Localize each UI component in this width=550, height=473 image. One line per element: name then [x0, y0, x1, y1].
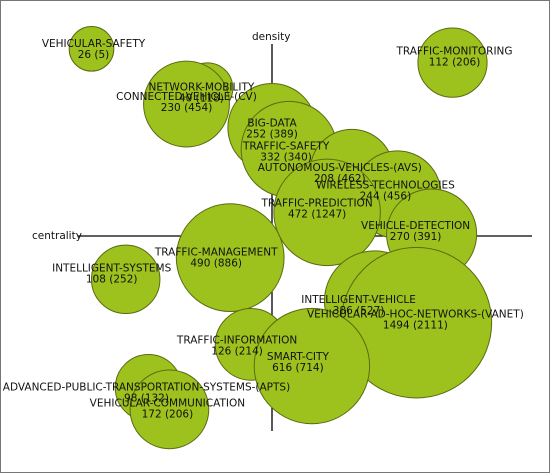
theme-stats-label: 26 (5): [78, 49, 110, 61]
theme-stats-label: 108 (252): [86, 273, 138, 285]
theme-stats-label: 230 (454): [161, 102, 213, 114]
theme-name-label: TRAFFIC-PREDICTION: [261, 197, 373, 209]
bubble-traffic-monitoring: [417, 27, 488, 98]
theme-name-label: VEHICLE-DETECTION: [361, 220, 470, 232]
bubble-smart-city: [253, 307, 371, 425]
theme-name-label: CONNECTED-VEHICLE-(CV): [116, 91, 257, 103]
theme-stats-label: 1494 (2111): [383, 320, 448, 332]
theme-name-label: TRAFFIC-MONITORING: [395, 46, 512, 58]
bubble-traffic-prediction: [273, 158, 381, 267]
theme-stats-label: 472 (1247): [288, 208, 346, 220]
theme-name-label: VEHICULAR-SAFETY: [42, 38, 146, 50]
theme-stats-label: 244 (456): [360, 191, 412, 203]
theme-stats-label: 40 (118): [179, 92, 224, 104]
theme-stats-label: 98 (132): [124, 393, 169, 405]
theme-name-label: INTELLIGENT-SYSTEMS: [52, 262, 172, 274]
theme-stats-label: 172 (206): [142, 408, 194, 420]
theme-name-label: VEHICULAR-COMMUNICATION: [90, 397, 245, 409]
theme-name-label: ADVANCED-PUBLIC-TRANSPORTATION-SYSTEMS-(…: [3, 382, 290, 394]
theme-name-label: INTELLIGENT-VEHICLE: [301, 294, 416, 306]
bubble-intelligent-systems: [90, 244, 161, 315]
theme-stats-label: 490 (886): [190, 258, 242, 270]
y-axis-label: density: [252, 31, 291, 43]
theme-name-label: TRAFFIC-MANAGEMENT: [154, 247, 278, 259]
theme-stats-label: 270 (391): [390, 231, 442, 243]
bubble-connected-vehicle-cv: [143, 60, 230, 148]
theme-name-label: SMART-CITY: [267, 351, 330, 363]
bubble-traffic-management: [175, 203, 285, 313]
theme-stats-label: 616 (714): [272, 362, 324, 374]
theme-stats-label: 112 (206): [429, 57, 481, 69]
theme-name-label: TRAFFIC-SAFETY: [242, 140, 330, 152]
theme-name-label: WIRELESS-TECHNOLOGIES: [316, 180, 455, 192]
bubbles-layer: [68, 26, 493, 450]
bubble-vehicular-communication: [129, 369, 210, 450]
x-axis-label: centrality: [32, 230, 82, 242]
theme-name-label: TRAFFIC-INFORMATION: [176, 334, 297, 346]
theme-stats-label: 386 (527): [333, 305, 385, 317]
theme-stats-label: 252 (389): [246, 129, 298, 141]
theme-name-label: NETWORK-MOBILITY: [148, 81, 254, 93]
theme-stats-label: 126 (214): [211, 345, 263, 357]
theme-name-label: VEHICULAR-AD-HOC-NETWORKS-(VANET): [307, 309, 524, 321]
theme-stats-label: 332 (340): [260, 151, 312, 163]
theme-name-label: BIG-DATA: [247, 118, 297, 130]
theme-name-label: AUTONOMOUS-VEHICLES-(AVS): [258, 162, 422, 174]
bubble-vehicular-safety: [68, 26, 115, 72]
theme-stats-label: 208 (462): [314, 173, 366, 185]
